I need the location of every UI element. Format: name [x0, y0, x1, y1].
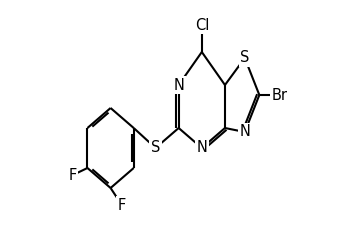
Text: Cl: Cl — [195, 18, 209, 33]
Text: Br: Br — [271, 88, 287, 103]
Text: F: F — [69, 168, 77, 183]
Text: S: S — [240, 50, 249, 65]
Text: S: S — [151, 140, 160, 155]
Text: N: N — [173, 78, 184, 93]
Text: F: F — [118, 198, 126, 213]
Text: N: N — [239, 124, 250, 139]
Text: N: N — [196, 140, 207, 155]
